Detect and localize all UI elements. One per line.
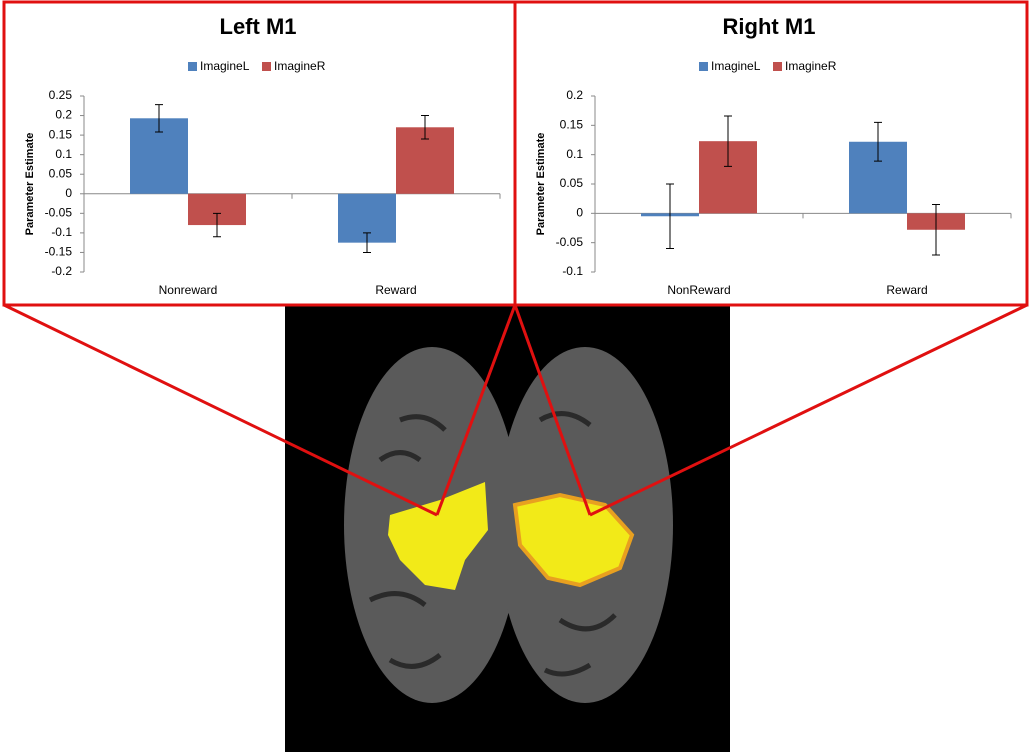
- chart-title: Right M1: [723, 14, 816, 39]
- error-bar: [363, 232, 371, 253]
- y-tick-label: 0.1: [566, 147, 583, 161]
- error-bar: [155, 104, 163, 133]
- y-tick-label: -0.05: [556, 235, 584, 249]
- legend-label: ImagineR: [274, 59, 326, 73]
- legend-swatch: [699, 62, 708, 71]
- y-tick-label: 0.15: [49, 127, 73, 141]
- error-bar: [932, 204, 940, 256]
- y-tick-label: -0.15: [45, 245, 73, 259]
- y-tick-label: -0.05: [45, 206, 73, 220]
- right-panel: [513, 0, 1029, 307]
- y-tick-label: -0.2: [51, 264, 72, 278]
- legend-label: ImagineL: [200, 59, 250, 73]
- connector-lines: [3, 303, 1028, 517]
- error-bar: [666, 183, 674, 250]
- y-tick-label: -0.1: [51, 225, 72, 239]
- chart-title: Left M1: [220, 14, 297, 39]
- x-tick-label: Nonreward: [159, 283, 218, 297]
- y-axis-label: Parameter Estimate: [535, 133, 547, 236]
- error-bar: [874, 121, 882, 162]
- y-tick-label: 0.05: [560, 176, 584, 190]
- legend-swatch: [188, 62, 197, 71]
- y-tick-label: 0: [576, 206, 583, 220]
- error-bar: [724, 115, 732, 167]
- y-tick-label: 0.05: [49, 166, 73, 180]
- y-tick-label: 0.1: [55, 147, 72, 161]
- x-tick-label: Reward: [886, 283, 927, 297]
- brain-image: [344, 347, 673, 703]
- x-tick-label: NonReward: [667, 283, 730, 297]
- error-bar: [213, 212, 221, 238]
- legend-label: ImagineL: [711, 59, 761, 73]
- error-bar: [421, 115, 429, 140]
- y-tick-label: 0: [65, 186, 72, 200]
- y-tick-label: -0.1: [562, 264, 583, 278]
- legend-swatch: [262, 62, 271, 71]
- legend-label: ImagineR: [785, 59, 837, 73]
- y-tick-label: 0.15: [560, 118, 584, 132]
- y-axis-label: Parameter Estimate: [24, 133, 36, 236]
- legend-swatch: [773, 62, 782, 71]
- y-tick-label: 0.2: [55, 108, 72, 122]
- y-tick-label: 0.2: [566, 88, 583, 102]
- x-tick-label: Reward: [375, 283, 416, 297]
- y-tick-label: 0.25: [49, 88, 73, 102]
